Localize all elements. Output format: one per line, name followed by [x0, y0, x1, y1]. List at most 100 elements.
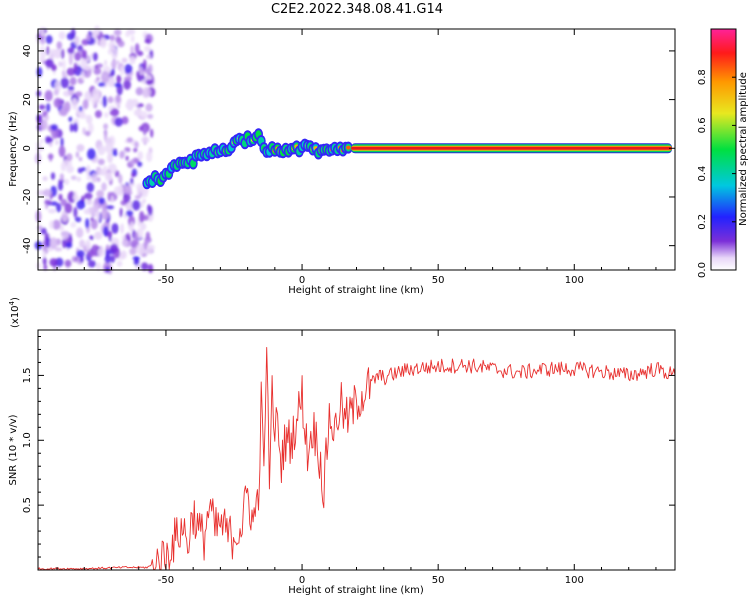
noise-blob: [66, 165, 74, 174]
noise-blob: [59, 173, 64, 182]
noise-blob: [69, 123, 74, 133]
x-tick-label: 50: [432, 275, 445, 286]
noise-blob: [49, 237, 58, 249]
noise-blob: [96, 190, 104, 198]
noise-blob: [97, 145, 106, 156]
noise-blob: [140, 222, 147, 231]
noise-blob: [100, 209, 110, 220]
noise-blob: [58, 31, 66, 40]
noise-blob: [46, 103, 51, 113]
noise-blob: [58, 109, 68, 116]
noise-blob: [49, 49, 58, 55]
noise-blob: [74, 216, 82, 223]
noise-blob: [76, 199, 86, 210]
noise-blob: [142, 126, 147, 136]
x-tick-label: 100: [565, 275, 584, 286]
noise-blob: [111, 223, 119, 234]
noise-blob: [81, 70, 85, 81]
noise-blob: [133, 109, 142, 117]
noise-blob: [109, 34, 115, 42]
noise-blob: [68, 53, 73, 66]
noise-blob: [66, 67, 76, 76]
colorbar-tick-label: 0.4: [697, 166, 708, 182]
colorbar-gradient: [710, 28, 737, 271]
noise-blob: [82, 127, 86, 135]
noise-blob: [50, 172, 56, 180]
noise-blob: [40, 227, 47, 235]
noise-blob: [147, 204, 151, 212]
noise-blob: [89, 235, 94, 240]
noise-blob: [94, 231, 103, 240]
noise-blob: [107, 191, 112, 202]
noise-blob: [107, 96, 114, 103]
noise-blob: [90, 30, 100, 37]
noise-blob: [70, 222, 77, 228]
noise-blob: [114, 170, 120, 178]
noise-blob: [50, 201, 58, 206]
noise-blob: [98, 197, 106, 205]
noise-blob: [145, 231, 151, 240]
noise-blob: [106, 205, 115, 210]
snr-background: [38, 330, 675, 570]
noise-blob: [96, 177, 101, 183]
noise-blob: [86, 182, 95, 193]
noise-blob: [113, 82, 122, 88]
y-tick-label: 20: [22, 93, 33, 106]
noise-blob: [121, 238, 129, 247]
noise-blob: [131, 172, 136, 178]
noise-blob: [75, 151, 80, 158]
noise-blob: [115, 94, 121, 104]
noise-blob: [85, 114, 93, 125]
noise-blob: [143, 214, 149, 221]
colorbar-tick-label: 0.2: [697, 214, 708, 230]
noise-blob: [108, 76, 115, 88]
noise-blob: [40, 138, 44, 144]
colorbar: 0.0 0.2 0.4 0.6 0.8 Normalized spectral ampl…: [697, 28, 749, 278]
noise-blob: [85, 199, 94, 206]
noise-blob: [80, 58, 87, 68]
noise-blob: [93, 67, 102, 75]
snr-panel: -50 0 50 100 0.5 1.0 1.5 Height of straight li…: [8, 297, 676, 596]
noise-blob: [64, 202, 73, 214]
noise-blob: [73, 206, 78, 218]
noise-blob: [60, 137, 64, 147]
noise-blob: [56, 41, 63, 50]
noise-blob: [42, 250, 47, 258]
noise-blob: [134, 231, 139, 240]
noise-blob: [40, 26, 45, 38]
noise-blob: [110, 243, 119, 253]
noise-blob: [125, 31, 130, 38]
noise-blob: [135, 243, 145, 256]
noise-blob: [87, 260, 97, 268]
noise-blob: [44, 90, 53, 102]
noise-blob: [130, 45, 134, 54]
noise-blob: [53, 97, 63, 108]
noise-blob: [70, 28, 76, 39]
noise-blob: [49, 220, 54, 230]
noise-blob: [123, 76, 132, 82]
snr-line: [37, 346, 676, 571]
noise-blob: [50, 124, 58, 131]
noise-blob: [54, 247, 63, 252]
noise-blob: [87, 148, 96, 160]
noise-blob: [104, 59, 108, 66]
noise-blob: [58, 61, 63, 67]
noise-blob: [129, 248, 137, 256]
spectrogram-x-axis-label: Height of straight line (km): [288, 285, 424, 296]
noise-blob: [96, 209, 100, 221]
noise-blob: [120, 65, 124, 76]
noise-blob: [105, 266, 110, 273]
noise-blob: [118, 174, 123, 184]
y-tick-label: 1.5: [22, 367, 33, 383]
noise-blob: [45, 58, 54, 68]
noise-blob: [102, 226, 109, 237]
snr-axes: -50 0 50 100 0.5 1.0 1.5: [22, 330, 675, 586]
noise-blob: [79, 239, 85, 248]
noise-blob: [125, 210, 134, 217]
noise-blob: [137, 151, 144, 161]
y-tick-label: 1.0: [22, 432, 33, 448]
noise-blob: [108, 40, 116, 51]
noise-blob: [144, 45, 151, 52]
x-tick-label: 50: [432, 575, 445, 586]
